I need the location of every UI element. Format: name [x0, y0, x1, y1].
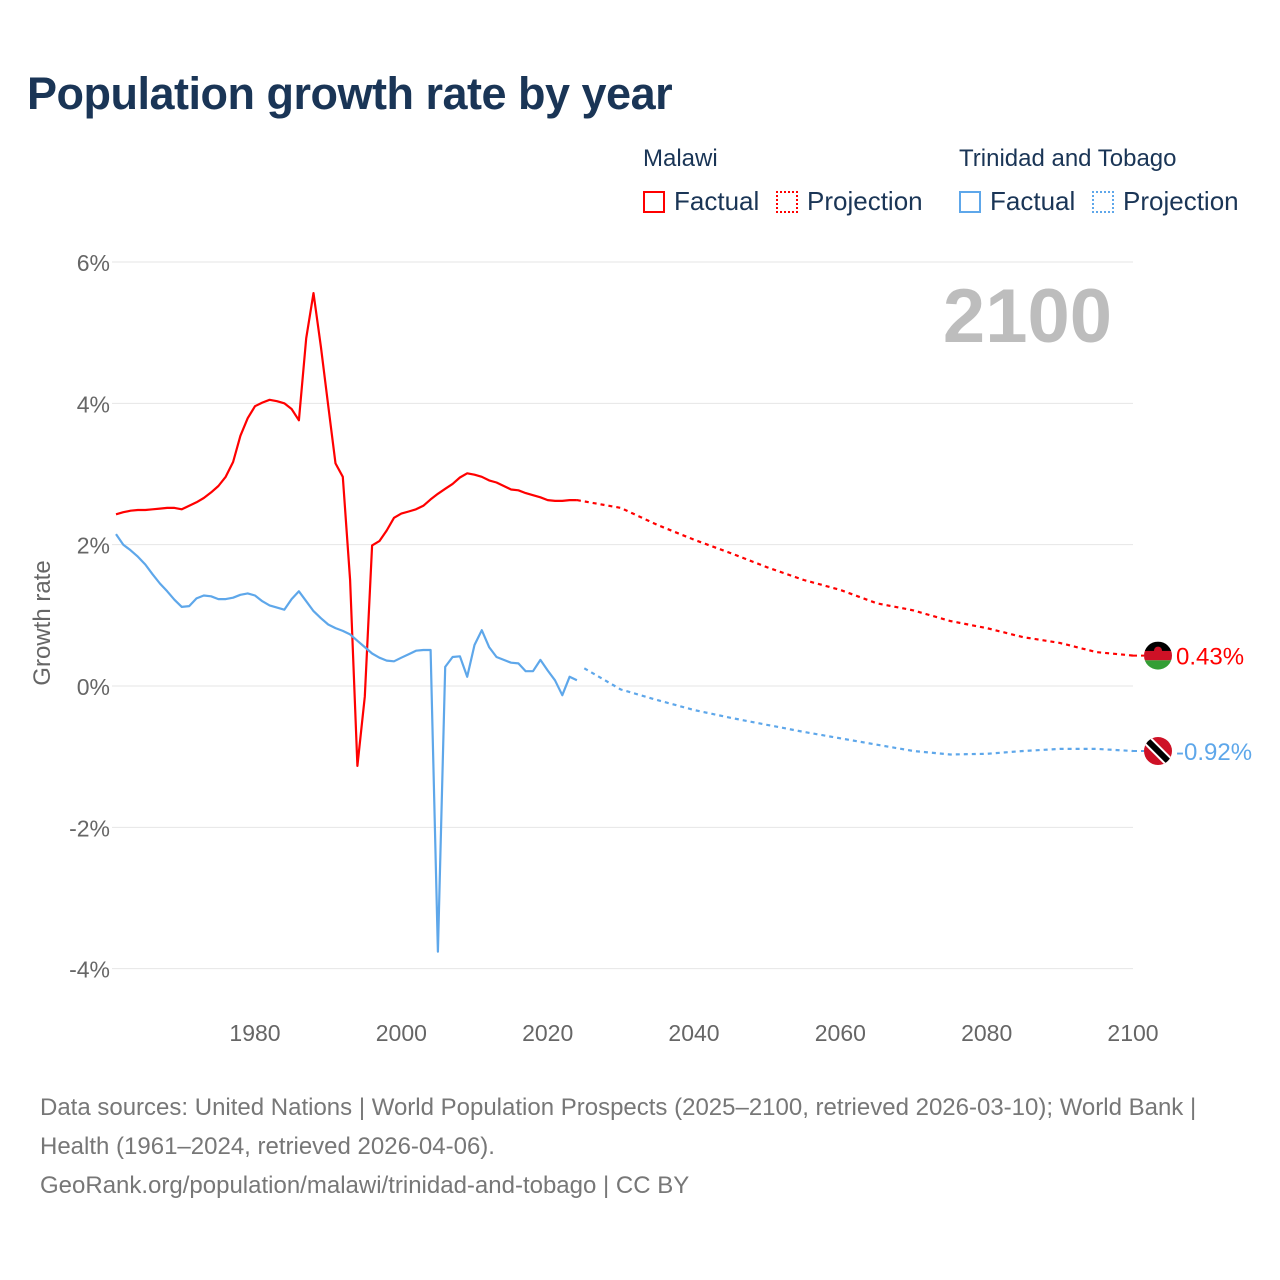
legend-label: Factual [674, 186, 760, 216]
y-tick-label: 0% [77, 674, 110, 700]
legend-swatch [776, 190, 798, 213]
chart-title: Population growth rate by year [27, 68, 673, 119]
data-sources: Data sources: United Nations | World Pop… [40, 1094, 1197, 1160]
legend-label: Projection [1123, 186, 1239, 216]
y-tick-label: 4% [77, 391, 110, 417]
series-line-trinidad-and-tobago-factual [115, 533, 578, 953]
year-watermark: 2100 [943, 274, 1112, 359]
y-axis-label: Growth rate [29, 560, 56, 685]
trinidad-and-tobago-flag-icon [1144, 737, 1172, 766]
flag [1144, 641, 1172, 670]
y-tick-label: 2% [77, 533, 110, 559]
end-value-label: -0.92% [1176, 739, 1252, 766]
legend-trinidad-factual[interactable]: Factual [959, 186, 1075, 217]
legend-swatch [959, 190, 981, 213]
flag [1144, 737, 1172, 766]
flag-band [1144, 737, 1172, 766]
legend-label: Factual [990, 186, 1076, 216]
y-tick-label: -4% [69, 957, 110, 983]
legend-swatch [643, 190, 665, 213]
x-tick-label: 2100 [1107, 1020, 1158, 1046]
y-tick-label: -2% [69, 815, 110, 841]
attribution-link[interactable]: GeoRank.org/population/malawi/trinidad-a… [40, 1172, 690, 1199]
flag-stripe [1144, 641, 1172, 652]
x-tick-label: 2020 [522, 1020, 573, 1046]
x-tick-label: 1980 [229, 1020, 280, 1046]
x-tick-label: 2060 [815, 1020, 866, 1046]
legend-malawi-factual[interactable]: Factual [643, 186, 759, 217]
series-line-malawi-factual [115, 292, 577, 767]
y-tick-label: 6% [77, 250, 110, 276]
series-line-malawi-projection [576, 499, 1134, 657]
flag-sun [1154, 646, 1162, 655]
legend-swatch [1092, 190, 1114, 213]
line-chart: 6% 4% 2% 0% -2% -4% 1980 2000 2020 2040 2060 2080 21… [29, 250, 1252, 1046]
end-value-label: 0.43% [1176, 644, 1244, 671]
legend-trinidad-projection[interactable]: Projection [1092, 186, 1239, 217]
flag-stripe [1144, 650, 1172, 661]
legend-malawi-projection[interactable]: Projection [776, 186, 923, 217]
x-tick-label: 2000 [376, 1020, 427, 1046]
legend-group-trinidad: Trinidad and Tobago [959, 145, 1177, 172]
series-line-trinidad-and-tobago-projection [583, 667, 1134, 756]
flag-stripe [1144, 660, 1172, 670]
footer: Data sources: United Nations | World Pop… [40, 1088, 1240, 1205]
legend-group-malawi: Malawi [643, 145, 718, 172]
x-tick-label: 2080 [961, 1020, 1012, 1046]
legend-label: Projection [807, 186, 923, 216]
x-tick-label: 2040 [668, 1020, 719, 1046]
malawi-flag-icon [1144, 641, 1172, 670]
